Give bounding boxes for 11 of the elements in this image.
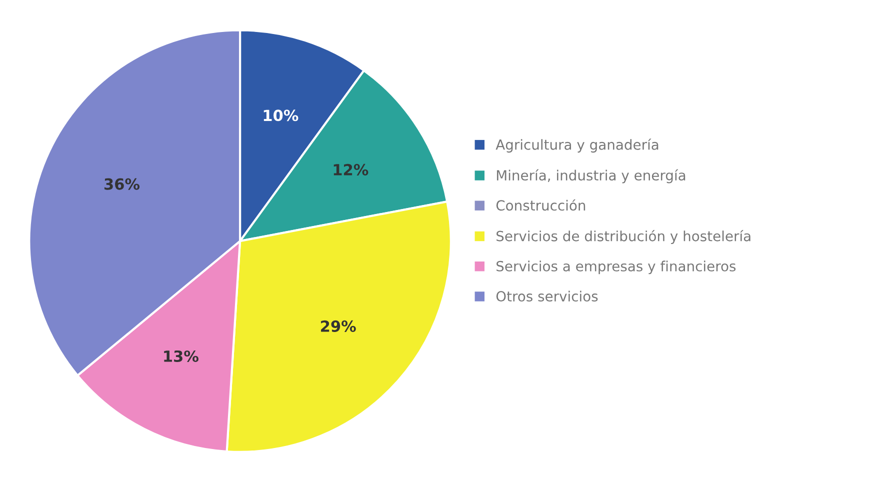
data-label: 13% (164, 350, 198, 362)
legend-label: Construcción (496, 199, 586, 211)
data-label: 10% (264, 110, 298, 122)
legend-label: Servicios a empresas y financieros (496, 260, 736, 274)
data-label: 36% (104, 178, 140, 190)
legend-label: Otros servicios (496, 290, 598, 302)
legend-label: Servicios de distribución y hostelería (496, 230, 750, 244)
legend-label: Minería, industria y energía (496, 169, 686, 184)
legend-label: Agricultura y ganadería (496, 138, 658, 153)
data-label: 12% (334, 164, 368, 176)
data-label: 29% (321, 320, 356, 332)
